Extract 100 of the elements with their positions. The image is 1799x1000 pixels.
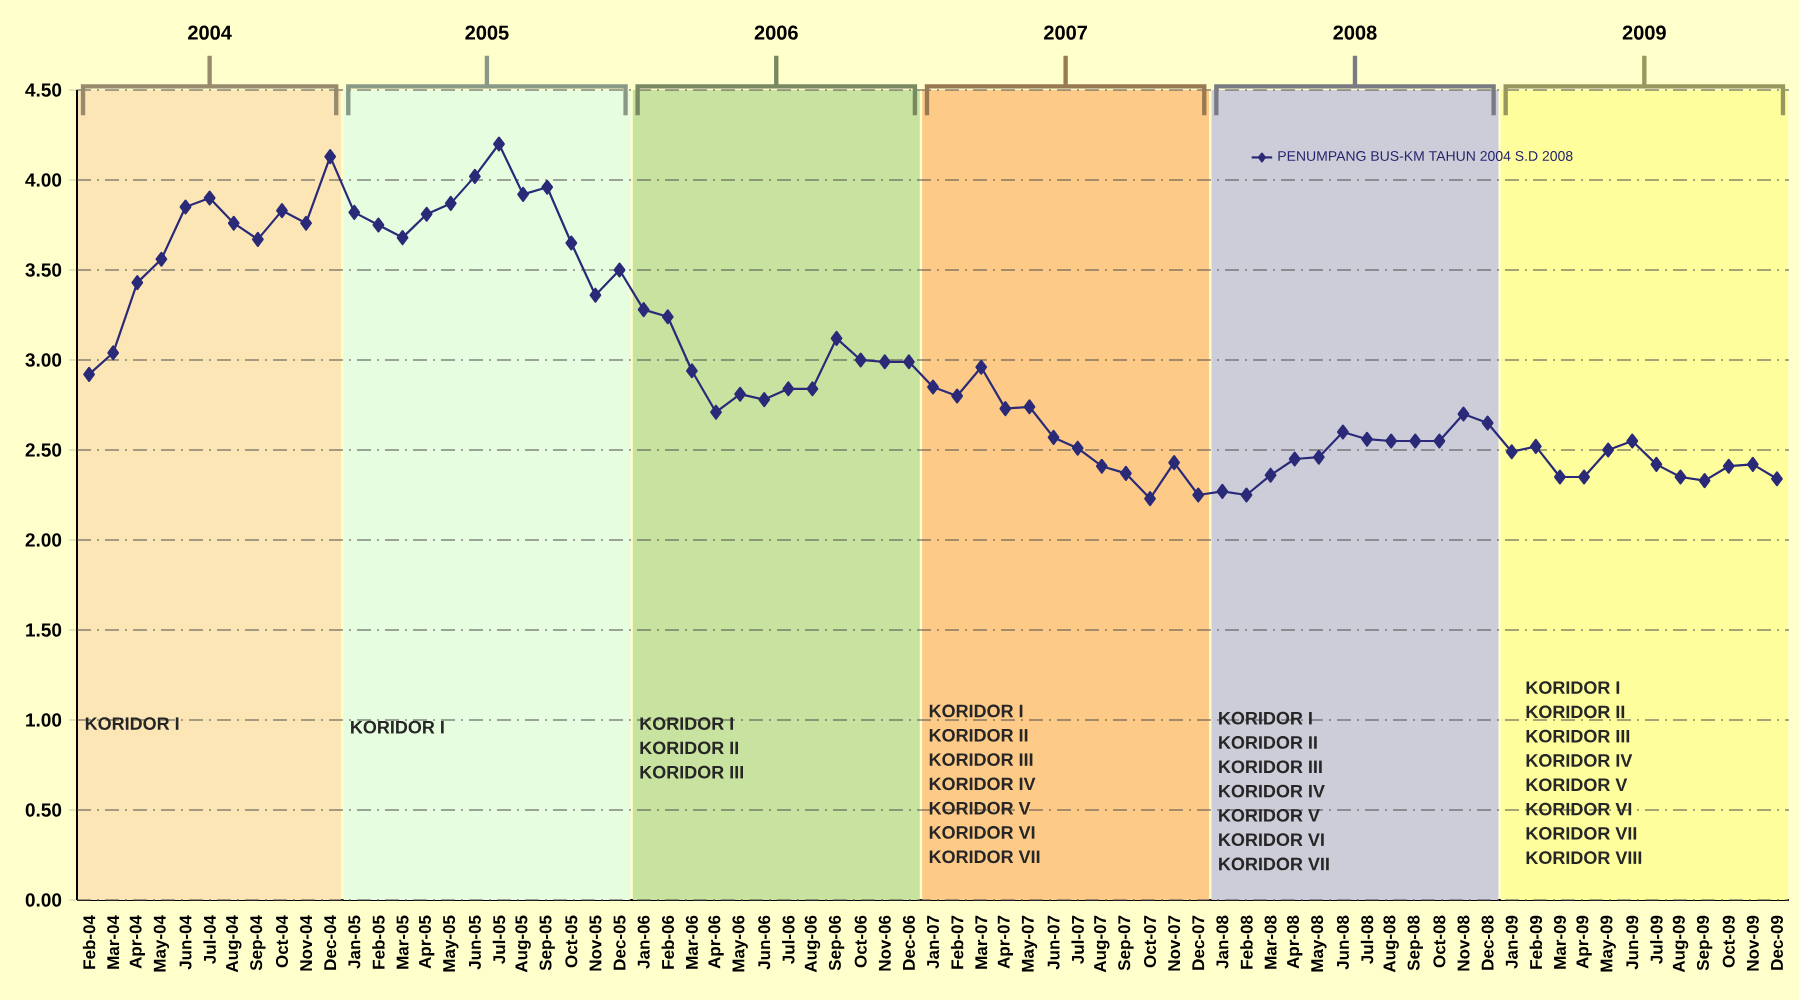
x-tick-label: Jun-06 <box>758 915 771 970</box>
x-tick-label: Feb-04 <box>82 915 96 969</box>
x-tick-label: Nov-05 <box>589 915 602 971</box>
annotation: KORIDOR III <box>1526 729 1630 743</box>
x-tick-label: Oct-04 <box>275 915 288 968</box>
x-tick-label: Apr-04 <box>129 915 145 969</box>
band-label: 2007 <box>1044 25 1087 40</box>
y-tick-label: 1.00 <box>26 713 62 727</box>
x-tick-label: Nov-08 <box>1457 915 1470 971</box>
x-tick-label: May-06 <box>732 915 748 972</box>
x-tick-label: Mar-06 <box>685 915 698 969</box>
annotation: KORIDOR VII <box>929 850 1040 864</box>
x-tick-label: Jun-07 <box>1047 915 1060 970</box>
x-tick-label: Jul-04 <box>203 915 216 964</box>
x-tick-label: Jan-08 <box>1216 915 1229 969</box>
annotation: KORIDOR V <box>929 801 1031 815</box>
annotation: KORIDOR I <box>1526 681 1620 694</box>
x-tick-label: Oct-05 <box>565 915 578 968</box>
x-tick-label: Sep-07 <box>1118 915 1134 971</box>
x-tick-label: May-05 <box>443 915 459 972</box>
x-tick-label: Jul-08 <box>1360 915 1374 964</box>
x-tick-label: Apr-07 <box>997 915 1014 969</box>
x-tick-label: Dec-08 <box>1481 915 1494 970</box>
y-tick-label: 3.00 <box>25 353 62 367</box>
x-tick-label: Sep-04 <box>250 915 266 971</box>
x-tick-label: Jun-08 <box>1336 915 1349 970</box>
annotation: KORIDOR VIII <box>1526 851 1642 865</box>
x-tick-label: Jul-05 <box>492 915 506 964</box>
x-tick-label: Apr-09 <box>1576 915 1592 969</box>
annotation: KORIDOR II <box>1526 705 1625 719</box>
x-tick-label: Sep-05 <box>539 915 555 971</box>
x-tick-label: Jan-07 <box>927 915 940 969</box>
x-tick-label: Jun-09 <box>1626 915 1639 970</box>
x-tick-label: Dec-04 <box>324 915 337 970</box>
x-tick-label: Aug-06 <box>804 915 821 973</box>
x-tick-label: Nov-04 <box>300 915 313 971</box>
x-tick-label: Apr-08 <box>1287 915 1303 969</box>
x-tick-label: Jul-07 <box>1071 915 1084 964</box>
x-tick-label: Feb-08 <box>1240 915 1253 969</box>
x-tick-label: Aug-07 <box>1094 915 1110 973</box>
annotation: KORIDOR VI <box>929 826 1035 839</box>
x-tick-label: Oct-08 <box>1433 915 1446 968</box>
x-tick-label: Jun-05 <box>468 915 481 970</box>
band-label: 2009 <box>1622 25 1666 40</box>
band-label: 2004 <box>188 25 232 40</box>
annotation: KORIDOR I <box>85 717 179 730</box>
annotation: KORIDOR IV <box>929 777 1036 791</box>
x-tick-label: Sep-08 <box>1407 915 1423 971</box>
annotation: KORIDOR III <box>929 753 1033 766</box>
y-tick-label: 0.00 <box>25 893 62 907</box>
x-tick-label: Jan-06 <box>637 915 650 969</box>
x-tick-label: Oct-07 <box>1144 915 1157 968</box>
annotation: KORIDOR IV <box>1526 754 1633 767</box>
annotation: KORIDOR IV <box>1219 784 1325 798</box>
x-tick-label: Mar-04 <box>107 915 120 969</box>
x-tick-label: Mar-08 <box>1264 915 1277 969</box>
x-tick-label: Apr-06 <box>708 915 724 969</box>
y-tick-label: 4.50 <box>25 83 62 97</box>
x-tick-label: Jun-04 <box>179 915 192 970</box>
x-tick-label: Jan-05 <box>348 915 361 969</box>
annotation: KORIDOR II <box>1219 736 1317 749</box>
x-tick-label: Jul-06 <box>782 915 795 964</box>
annotation: KORIDOR III <box>640 765 744 779</box>
x-tick-label: Nov-07 <box>1168 915 1181 971</box>
x-tick-label: Dec-09 <box>1770 915 1783 970</box>
x-tick-label: Aug-05 <box>515 915 531 973</box>
annotation: KORIDOR VII <box>1219 857 1329 871</box>
x-tick-label: Sep-06 <box>828 915 845 971</box>
annotation: KORIDOR I <box>929 704 1023 718</box>
x-tick-label: Sep-09 <box>1696 915 1713 971</box>
annotation: KORIDOR II <box>929 728 1028 742</box>
y-tick-label: 3.50 <box>25 263 62 277</box>
x-tick-label: Mar-09 <box>1553 915 1566 969</box>
x-tick-label: Feb-05 <box>372 915 385 969</box>
annotation: KORIDOR VI <box>1526 802 1632 816</box>
y-tick-label: 4.00 <box>25 173 62 187</box>
y-tick-label: 2.50 <box>25 443 62 457</box>
x-tick-label: Nov-09 <box>1746 915 1759 971</box>
band-label: 2005 <box>465 25 509 40</box>
x-tick-label: Apr-05 <box>418 915 435 969</box>
y-tick-label: 1.50 <box>26 623 62 637</box>
annotation: KORIDOR III <box>1219 760 1322 774</box>
x-tick-label: Aug-09 <box>1672 915 1689 973</box>
annotation: KORIDOR VII <box>1526 827 1637 840</box>
y-tick-label: 2.00 <box>25 533 62 547</box>
x-tick-label: Mar-05 <box>396 915 409 969</box>
annotation: KORIDOR I <box>640 717 734 730</box>
x-tick-label: Oct-09 <box>1722 915 1735 968</box>
band-label: 2006 <box>754 25 798 40</box>
x-tick-label: Dec-07 <box>1192 915 1205 970</box>
x-tick-label: May-09 <box>1600 915 1616 972</box>
annotation: KORIDOR V <box>1526 778 1628 792</box>
x-tick-label: Dec-06 <box>902 915 915 970</box>
x-tick-label: Jul-09 <box>1650 915 1663 964</box>
x-tick-label: Aug-08 <box>1383 915 1399 973</box>
legend-label: PENUMPANG BUS-KM TAHUN 2004 S.D 2008 <box>1278 151 1573 161</box>
x-tick-label: May-07 <box>1021 915 1038 972</box>
band-label: 2008 <box>1333 25 1377 40</box>
x-tick-label: Oct-06 <box>854 915 867 968</box>
x-tick-label: Jan-09 <box>1505 915 1518 969</box>
